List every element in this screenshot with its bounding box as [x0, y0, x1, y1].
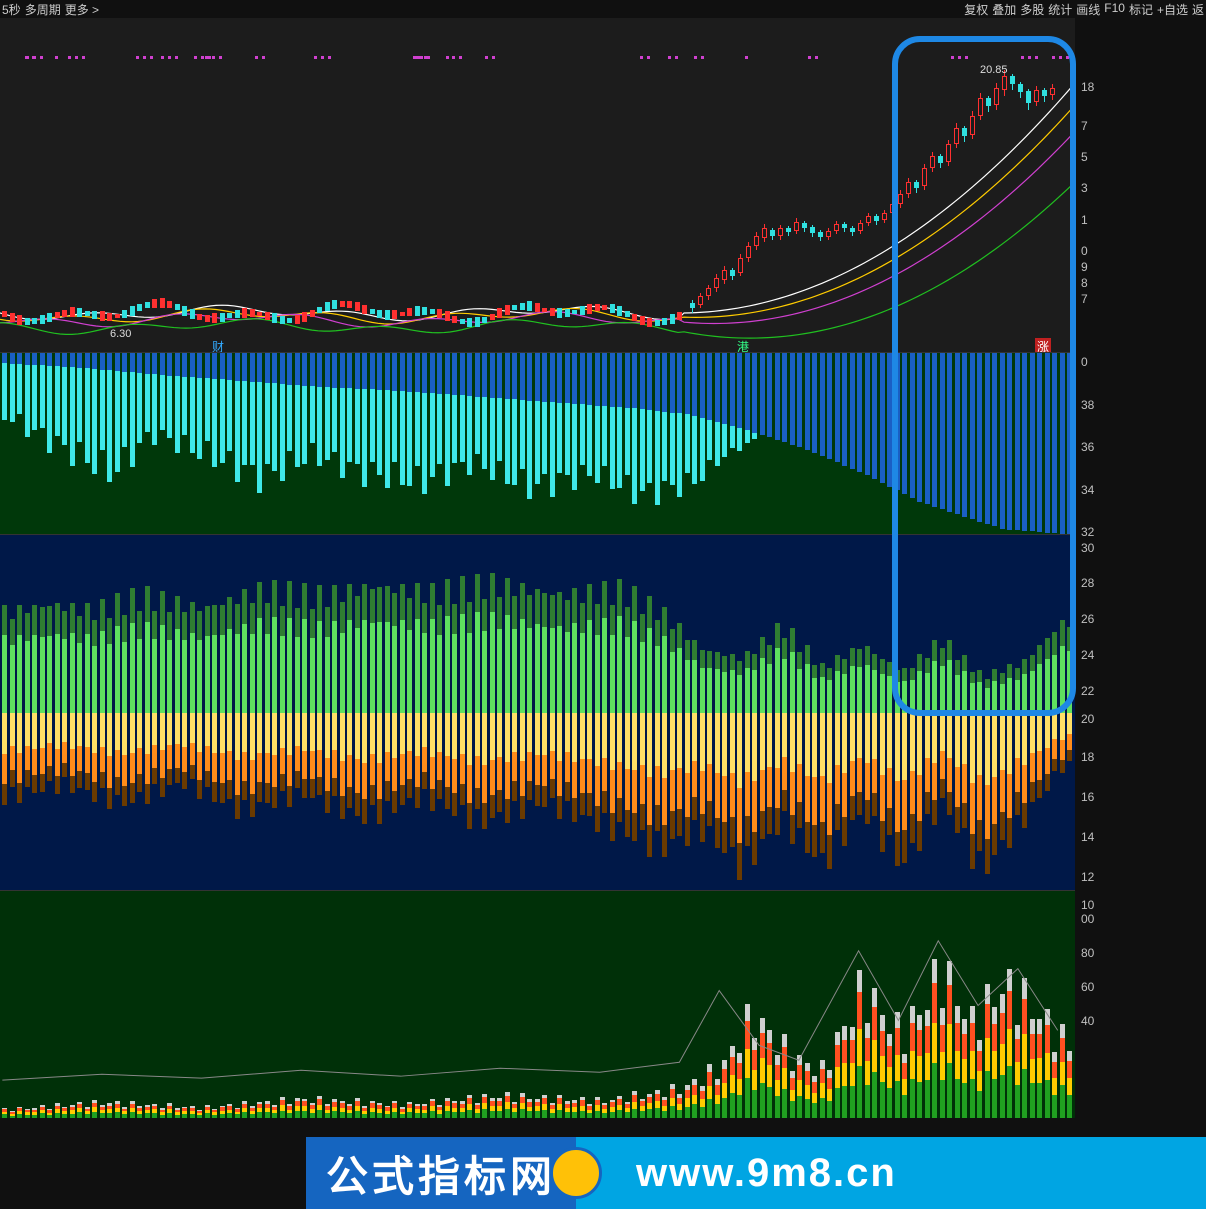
y-tick: 30	[1081, 541, 1094, 555]
indicator-panel-2[interactable]	[0, 352, 1075, 534]
candlestick-panel[interactable]: 6.30 20.85 财港涨	[0, 18, 1075, 352]
menu-right-item[interactable]: 复权	[964, 1, 988, 18]
menu-right-item[interactable]: 标记	[1129, 1, 1153, 18]
watermark-logo-icon	[550, 1147, 602, 1199]
y-tick: 18	[1081, 80, 1094, 94]
y-tick: 3	[1081, 181, 1088, 195]
marker-dots	[0, 56, 1075, 62]
y-tick: 1	[1081, 213, 1088, 227]
y-tick: 10	[1081, 898, 1094, 912]
y-tick: 8	[1081, 276, 1088, 290]
y-tick: 9	[1081, 260, 1088, 274]
menu-left-item[interactable]: 5秒	[2, 1, 21, 18]
menu-right-item[interactable]: 多股	[1020, 1, 1044, 18]
watermark: 公式指标网 www.9m8.cn	[306, 1137, 1206, 1209]
indicator-panel-4[interactable]	[0, 890, 1075, 1118]
indicator-panel-3[interactable]	[0, 534, 1075, 890]
y-tick: 5	[1081, 150, 1088, 164]
menu-right-item[interactable]: 统计	[1048, 1, 1072, 18]
menubar: 5秒多周期更多 > 复权叠加多股统计画线F10标记+自选返	[0, 0, 1206, 18]
y-tick: 16	[1081, 790, 1094, 804]
menu-left: 5秒多周期更多 >	[2, 1, 99, 18]
y-tick: 00	[1081, 912, 1094, 926]
y-tick: 18	[1081, 750, 1094, 764]
menu-left-item[interactable]: 更多 >	[65, 1, 99, 18]
menu-right-item[interactable]: +自选	[1157, 1, 1188, 18]
y-tick: 12	[1081, 870, 1094, 884]
y-tick: 22	[1081, 684, 1094, 698]
y-tick: 0	[1081, 355, 1088, 369]
y-tick: 32	[1081, 525, 1094, 539]
menu-right-item[interactable]: F10	[1104, 1, 1125, 18]
y-tick: 40	[1081, 1014, 1094, 1028]
y-tick: 0	[1081, 244, 1088, 258]
y-tick: 36	[1081, 440, 1094, 454]
watermark-right: www.9m8.cn	[576, 1137, 1206, 1209]
price-low-label: 6.30	[110, 328, 131, 340]
bars-layer-2	[0, 353, 1075, 534]
y-tick: 26	[1081, 612, 1094, 626]
menu-left-item[interactable]: 多周期	[25, 1, 61, 18]
bars-layer-4	[0, 891, 1075, 1118]
menu-right-item[interactable]: 叠加	[992, 1, 1016, 18]
price-high-label: 20.85	[980, 64, 1008, 76]
y-tick: 20	[1081, 712, 1094, 726]
y-tick: 80	[1081, 946, 1094, 960]
y-tick: 7	[1081, 119, 1088, 133]
y-tick: 34	[1081, 483, 1094, 497]
y-tick: 7	[1081, 292, 1088, 306]
y-tick: 24	[1081, 648, 1094, 662]
watermark-left: 公式指标网	[306, 1137, 576, 1209]
y-axis: 1875310987038363432302826242220181614121…	[1075, 18, 1115, 1209]
menu-right-item[interactable]: 返	[1192, 1, 1204, 18]
bars-layer-3	[0, 535, 1075, 890]
y-tick: 14	[1081, 830, 1094, 844]
menu-right: 复权叠加多股统计画线F10标记+自选返	[964, 1, 1204, 18]
y-tick: 38	[1081, 398, 1094, 412]
y-tick: 28	[1081, 576, 1094, 590]
menu-right-item[interactable]: 画线	[1076, 1, 1100, 18]
y-tick: 60	[1081, 980, 1094, 994]
